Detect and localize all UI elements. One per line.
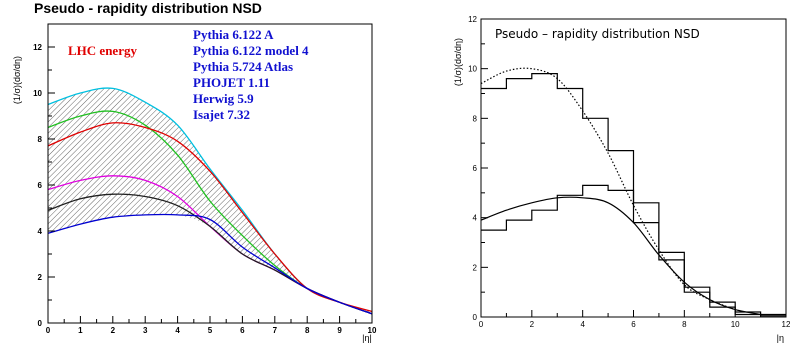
legend-entry: Pythia 6.122 model 4: [193, 43, 309, 58]
right-histogram: [481, 73, 786, 316]
x-tick-label: 6: [631, 320, 636, 329]
y-tick-label: 4: [473, 214, 478, 223]
lhc-energy-annotation: LHC energy: [68, 43, 137, 58]
y-tick-label: 2: [38, 273, 43, 282]
y-tick-label: 2: [473, 263, 478, 272]
x-tick-label: 10: [731, 320, 740, 329]
x-tick-label: 8: [305, 326, 310, 335]
left-chart-title: Pseudo - rapidity distribution NSD: [34, 0, 262, 16]
legend-entry: Pythia 5.724 Atlas: [193, 59, 293, 74]
left-chart: Pseudo - rapidity distribution NSD (1/σ)…: [12, 0, 377, 343]
y-tick-label: 6: [38, 181, 43, 190]
legend-entry: Isajet 7.32: [193, 107, 250, 122]
x-tick-label: 2: [530, 320, 535, 329]
right-chart: (1/σ)(dσ/dη) |η 0 2 4 6 8 10 12 0 2 4 6 8 10 12 Pseud…: [453, 15, 790, 343]
legend-entry: Herwig 5.9: [193, 91, 254, 106]
legend-entry: PHOJET 1.11: [193, 75, 270, 90]
y-tick-label: 4: [38, 227, 43, 236]
x-tick-label: 4: [175, 326, 180, 335]
y-tick-label: 12: [468, 15, 477, 24]
x-tick-label: 0: [479, 320, 484, 329]
y-tick-label: 0: [38, 319, 43, 328]
x-tick-label: 8: [682, 320, 687, 329]
x-tick-label: 1: [78, 326, 83, 335]
right-dotted-curve: [480, 67, 736, 311]
legend-entry: Pythia 6.122 A: [193, 27, 274, 42]
x-tick-label: 10: [368, 326, 377, 335]
y-tick-label: 8: [473, 114, 478, 123]
y-tick-label: 10: [468, 65, 477, 74]
y-tick-label: 6: [473, 164, 478, 173]
y-tick-label: 10: [33, 89, 42, 98]
x-tick-label: 4: [580, 320, 585, 329]
x-tick-label: 12: [782, 320, 790, 329]
right-y-axis-label: (1/σ)(dσ/dη): [453, 38, 463, 86]
left-series-line: [47, 122, 373, 313]
x-tick-label: 5: [208, 326, 213, 335]
x-tick-label: 6: [240, 326, 245, 335]
right-solid-curve: [480, 196, 761, 316]
right-chart-title: Pseudo – rapidity distribution NSD: [495, 27, 700, 41]
x-tick-label: 2: [111, 326, 116, 335]
left-series-line: [47, 213, 373, 315]
right-x-axis-label: |η: [777, 333, 784, 343]
y-tick-label: 0: [473, 313, 478, 322]
x-tick-label: 9: [337, 326, 342, 335]
left-x-axis-label: |η|: [362, 333, 372, 343]
y-tick-label: 12: [33, 43, 42, 52]
x-tick-label: 3: [143, 326, 148, 335]
left-legend: Pythia 6.122 A Pythia 6.122 model 4 Pyth…: [193, 27, 309, 122]
right-histogram: [481, 184, 786, 317]
x-tick-label: 0: [46, 326, 51, 335]
x-tick-label: 7: [273, 326, 278, 335]
left-y-axis-label: (1/σ)(dσ/dη): [12, 56, 22, 104]
y-tick-label: 8: [38, 135, 43, 144]
